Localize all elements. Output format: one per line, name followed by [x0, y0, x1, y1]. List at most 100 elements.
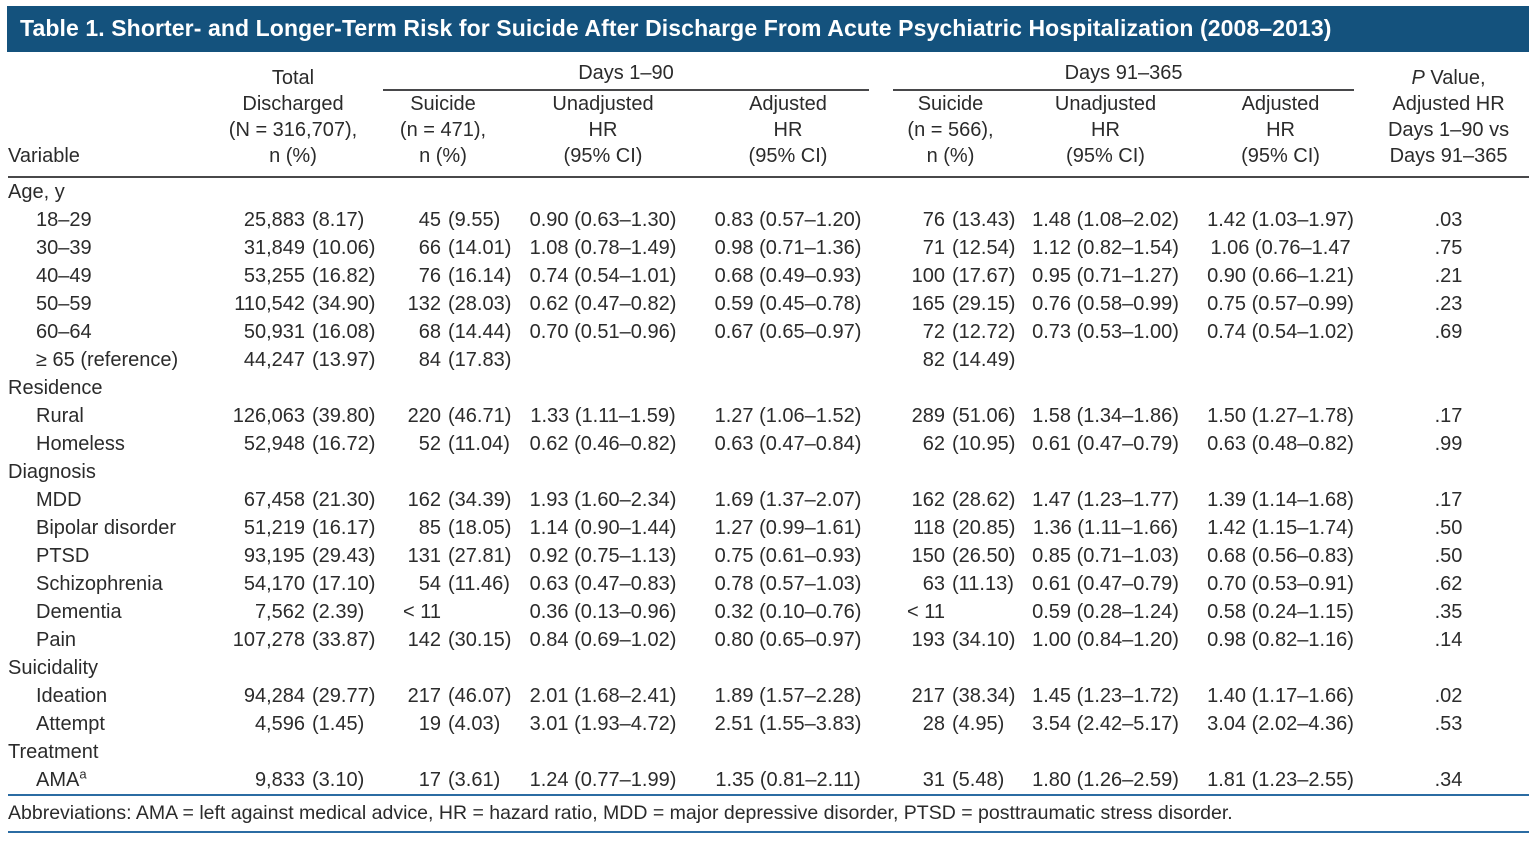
- cell-suicide-1-90: 68 (14.44): [418, 321, 512, 343]
- cell-unadjusted-hr-1-90: 1.33 (1.11–1.59): [530, 405, 676, 427]
- cell-p-value: .50: [1434, 545, 1463, 567]
- cell-total: 50,931 (16.08): [243, 321, 376, 343]
- header-suicide-91-365: Suicide (n = 566), n (%): [883, 91, 1018, 178]
- cell-suicide-1-90: 54 (11.46): [418, 573, 510, 595]
- section-row: Treatment: [8, 738, 1529, 766]
- cell-total: 25,883 (8.17): [243, 209, 365, 231]
- cell-suicide-1-90: 52 (11.04): [418, 433, 510, 455]
- row-label: Pain: [36, 629, 77, 651]
- cell-adjusted-hr-1-90: 1.27 (0.99–1.61): [714, 517, 862, 539]
- section-label: Residence: [8, 377, 103, 399]
- cell-p-value: .53: [1434, 713, 1463, 735]
- cell-unadjusted-hr-91-365: 3.54 (2.42–5.17): [1032, 713, 1179, 735]
- cell-suicide-1-90: 45 (9.55): [418, 209, 501, 231]
- header-total-discharged: Total Discharged (N = 316,707), n (%): [213, 60, 373, 178]
- abbreviations-text: Abbreviations: AMA = left against medica…: [8, 795, 1530, 833]
- section-row: Age, y: [8, 177, 1529, 206]
- row-label: ≥ 65 (reference): [36, 349, 179, 371]
- cell-total: 107,278 (33.87): [232, 629, 376, 651]
- table-row: 50–59 110,542 (34.90) 132 (28.03) 0.62 (0.47–…: [8, 290, 1529, 318]
- table-row: Dementia 7,562 (2.39) < 11 0.36 (0.13–0.96) 0…: [8, 598, 1529, 626]
- cell-adjusted-hr-91-365: 3.04 (2.02–4.36): [1207, 713, 1354, 735]
- cell-unadjusted-hr-91-365: 1.45 (1.23–1.72): [1032, 685, 1179, 707]
- cell-adjusted-hr-1-90: 0.59 (0.45–0.78): [714, 293, 862, 315]
- cell-adjusted-hr-91-365: 1.39 (1.14–1.68): [1207, 489, 1354, 511]
- cell-adjusted-hr-91-365: 0.58 (0.24–1.15): [1207, 601, 1354, 623]
- row-label: Dementia: [36, 601, 122, 623]
- cell-suicide-91-365: 162 (28.62): [911, 489, 1016, 511]
- cell-unadjusted-hr-91-365: 1.36 (1.11–1.66): [1032, 517, 1179, 539]
- table-row: Pain 107,278 (33.87) 142 (30.15) 0.84 (0.69–1…: [8, 626, 1529, 654]
- cell-adjusted-hr-91-365: 1.06 (0.76–1.47: [1210, 237, 1351, 259]
- table-row: Schizophrenia 54,170 (17.10) 54 (11.46) 0.63 …: [8, 570, 1529, 598]
- cell-adjusted-hr-1-90: 1.35 (0.81–2.11): [693, 766, 883, 796]
- cell-adjusted-hr-91-365: 0.90 (0.66–1.21): [1207, 265, 1354, 287]
- cell-p-value: .50: [1434, 517, 1463, 539]
- cell-unadjusted-hr-91-365: 1.48 (1.08–2.02): [1032, 209, 1179, 231]
- cell-suicide-1-90: 85 (18.05): [418, 517, 512, 539]
- cell-total: 94,284 (29.77): [243, 685, 376, 707]
- cell-total: 110,542 (34.90): [234, 293, 376, 315]
- row-label: 40–49: [36, 265, 92, 287]
- cell-p-value: [1368, 346, 1529, 374]
- row-label: Ideation: [36, 685, 108, 707]
- cell-unadjusted-hr-91-365: [1018, 346, 1193, 374]
- cell-suicide-1-90: 66 (14.01): [418, 237, 512, 259]
- cell-total: 53,255 (16.82): [243, 265, 376, 287]
- cell-suicide-91-365: 100 (17.67): [911, 265, 1016, 287]
- table-row: Ideation 94,284 (29.77) 217 (46.07) 2.01 (1.6…: [8, 682, 1529, 710]
- cell-adjusted-hr-91-365: [1193, 346, 1368, 374]
- cell-p-value: .75: [1434, 237, 1463, 259]
- cell-suicide-1-90: 76 (16.14): [418, 265, 512, 287]
- cell-total: 7,562 (2.39): [254, 601, 365, 623]
- cell-suicide-91-365: 63 (11.13): [922, 573, 1014, 595]
- cell-unadjusted-hr-91-365: 1.47 (1.23–1.77): [1032, 489, 1179, 511]
- section-row: Suicidality: [8, 654, 1529, 682]
- row-label: Attempt: [36, 713, 105, 735]
- cell-adjusted-hr-1-90: 1.27 (1.06–1.52): [714, 405, 862, 427]
- cell-adjusted-hr-1-90: 0.67 (0.65–0.97): [714, 321, 862, 343]
- table-row: PTSD 93,195 (29.43) 131 (27.81) 0.92 (0.75–1.…: [8, 542, 1529, 570]
- header-p-value: P Value, Adjusted HR Days 1–90 vs Days 9…: [1368, 60, 1530, 178]
- table-header: Variable Total Discharged (N = 316,707),…: [8, 60, 1530, 178]
- row-label: Rural: [36, 405, 84, 427]
- cell-suicide-91-365: 150 (26.50): [911, 545, 1016, 567]
- cell-unadjusted-hr-91-365: 1.00 (0.84–1.20): [1032, 629, 1179, 651]
- cell-p-value: .02: [1434, 685, 1463, 707]
- row-label: PTSD: [36, 545, 90, 567]
- header-days-1-90-label: Days 1–90: [383, 60, 869, 91]
- cell-p-value: .34: [1368, 766, 1530, 796]
- header-days-1-90: Days 1–90: [373, 60, 883, 91]
- row-label: 50–59: [36, 293, 92, 315]
- cell-suicide-91-365: 31 (5.48): [883, 766, 1018, 796]
- table-title: Table 1. Shorter- and Longer-Term Risk f…: [20, 15, 1332, 41]
- cell-total: 51,219 (16.17): [243, 517, 376, 539]
- cell-unadjusted-hr-91-365: 0.73 (0.53–1.00): [1032, 321, 1179, 343]
- cell-adjusted-hr-1-90: [693, 346, 883, 374]
- section-label: Treatment: [8, 741, 99, 763]
- cell-unadjusted-hr-1-90: 1.14 (0.90–1.44): [529, 517, 677, 539]
- cell-adjusted-hr-1-90: 0.80 (0.65–0.97): [714, 629, 862, 651]
- cell-adjusted-hr-91-365: 0.74 (0.54–1.02): [1207, 321, 1354, 343]
- cell-suicide-1-90: < 11: [403, 601, 441, 623]
- footnote-marker: a: [79, 766, 87, 782]
- row-label: 30–39: [36, 237, 92, 259]
- cell-unadjusted-hr-1-90: 1.24 (0.77–1.99): [513, 766, 693, 796]
- table-row: MDD 67,458 (21.30) 162 (34.39) 1.93 (1.60–2.3…: [8, 486, 1529, 514]
- cell-total: 52,948 (16.72): [243, 433, 376, 455]
- cell-total: 4,596 (1.45): [254, 713, 365, 735]
- header-days-91-365: Days 91–365: [883, 60, 1368, 91]
- cell-suicide-1-90: 162 (34.39): [407, 489, 512, 511]
- cell-p-value: .23: [1434, 293, 1463, 315]
- header-p-italic: P: [1411, 67, 1425, 89]
- row-label: 18–29: [36, 209, 92, 231]
- cell-unadjusted-hr-91-365: 0.95 (0.71–1.27): [1032, 265, 1179, 287]
- cell-suicide-1-90: 19 (4.03): [418, 713, 501, 735]
- cell-unadjusted-hr-1-90: 0.63 (0.47–0.83): [529, 573, 677, 595]
- table-title-bar: Table 1. Shorter- and Longer-Term Risk f…: [7, 6, 1529, 52]
- cell-total: 44,247 (13.97): [243, 349, 376, 371]
- header-days-91-365-label: Days 91–365: [893, 60, 1355, 91]
- table-row: Attempt 4,596 (1.45) 19 (4.03) 3.01 (1.93–4.7…: [8, 710, 1529, 738]
- cell-suicide-91-365: 72 (12.72): [922, 321, 1016, 343]
- cell-adjusted-hr-91-365: 0.98 (0.82–1.16): [1207, 629, 1354, 651]
